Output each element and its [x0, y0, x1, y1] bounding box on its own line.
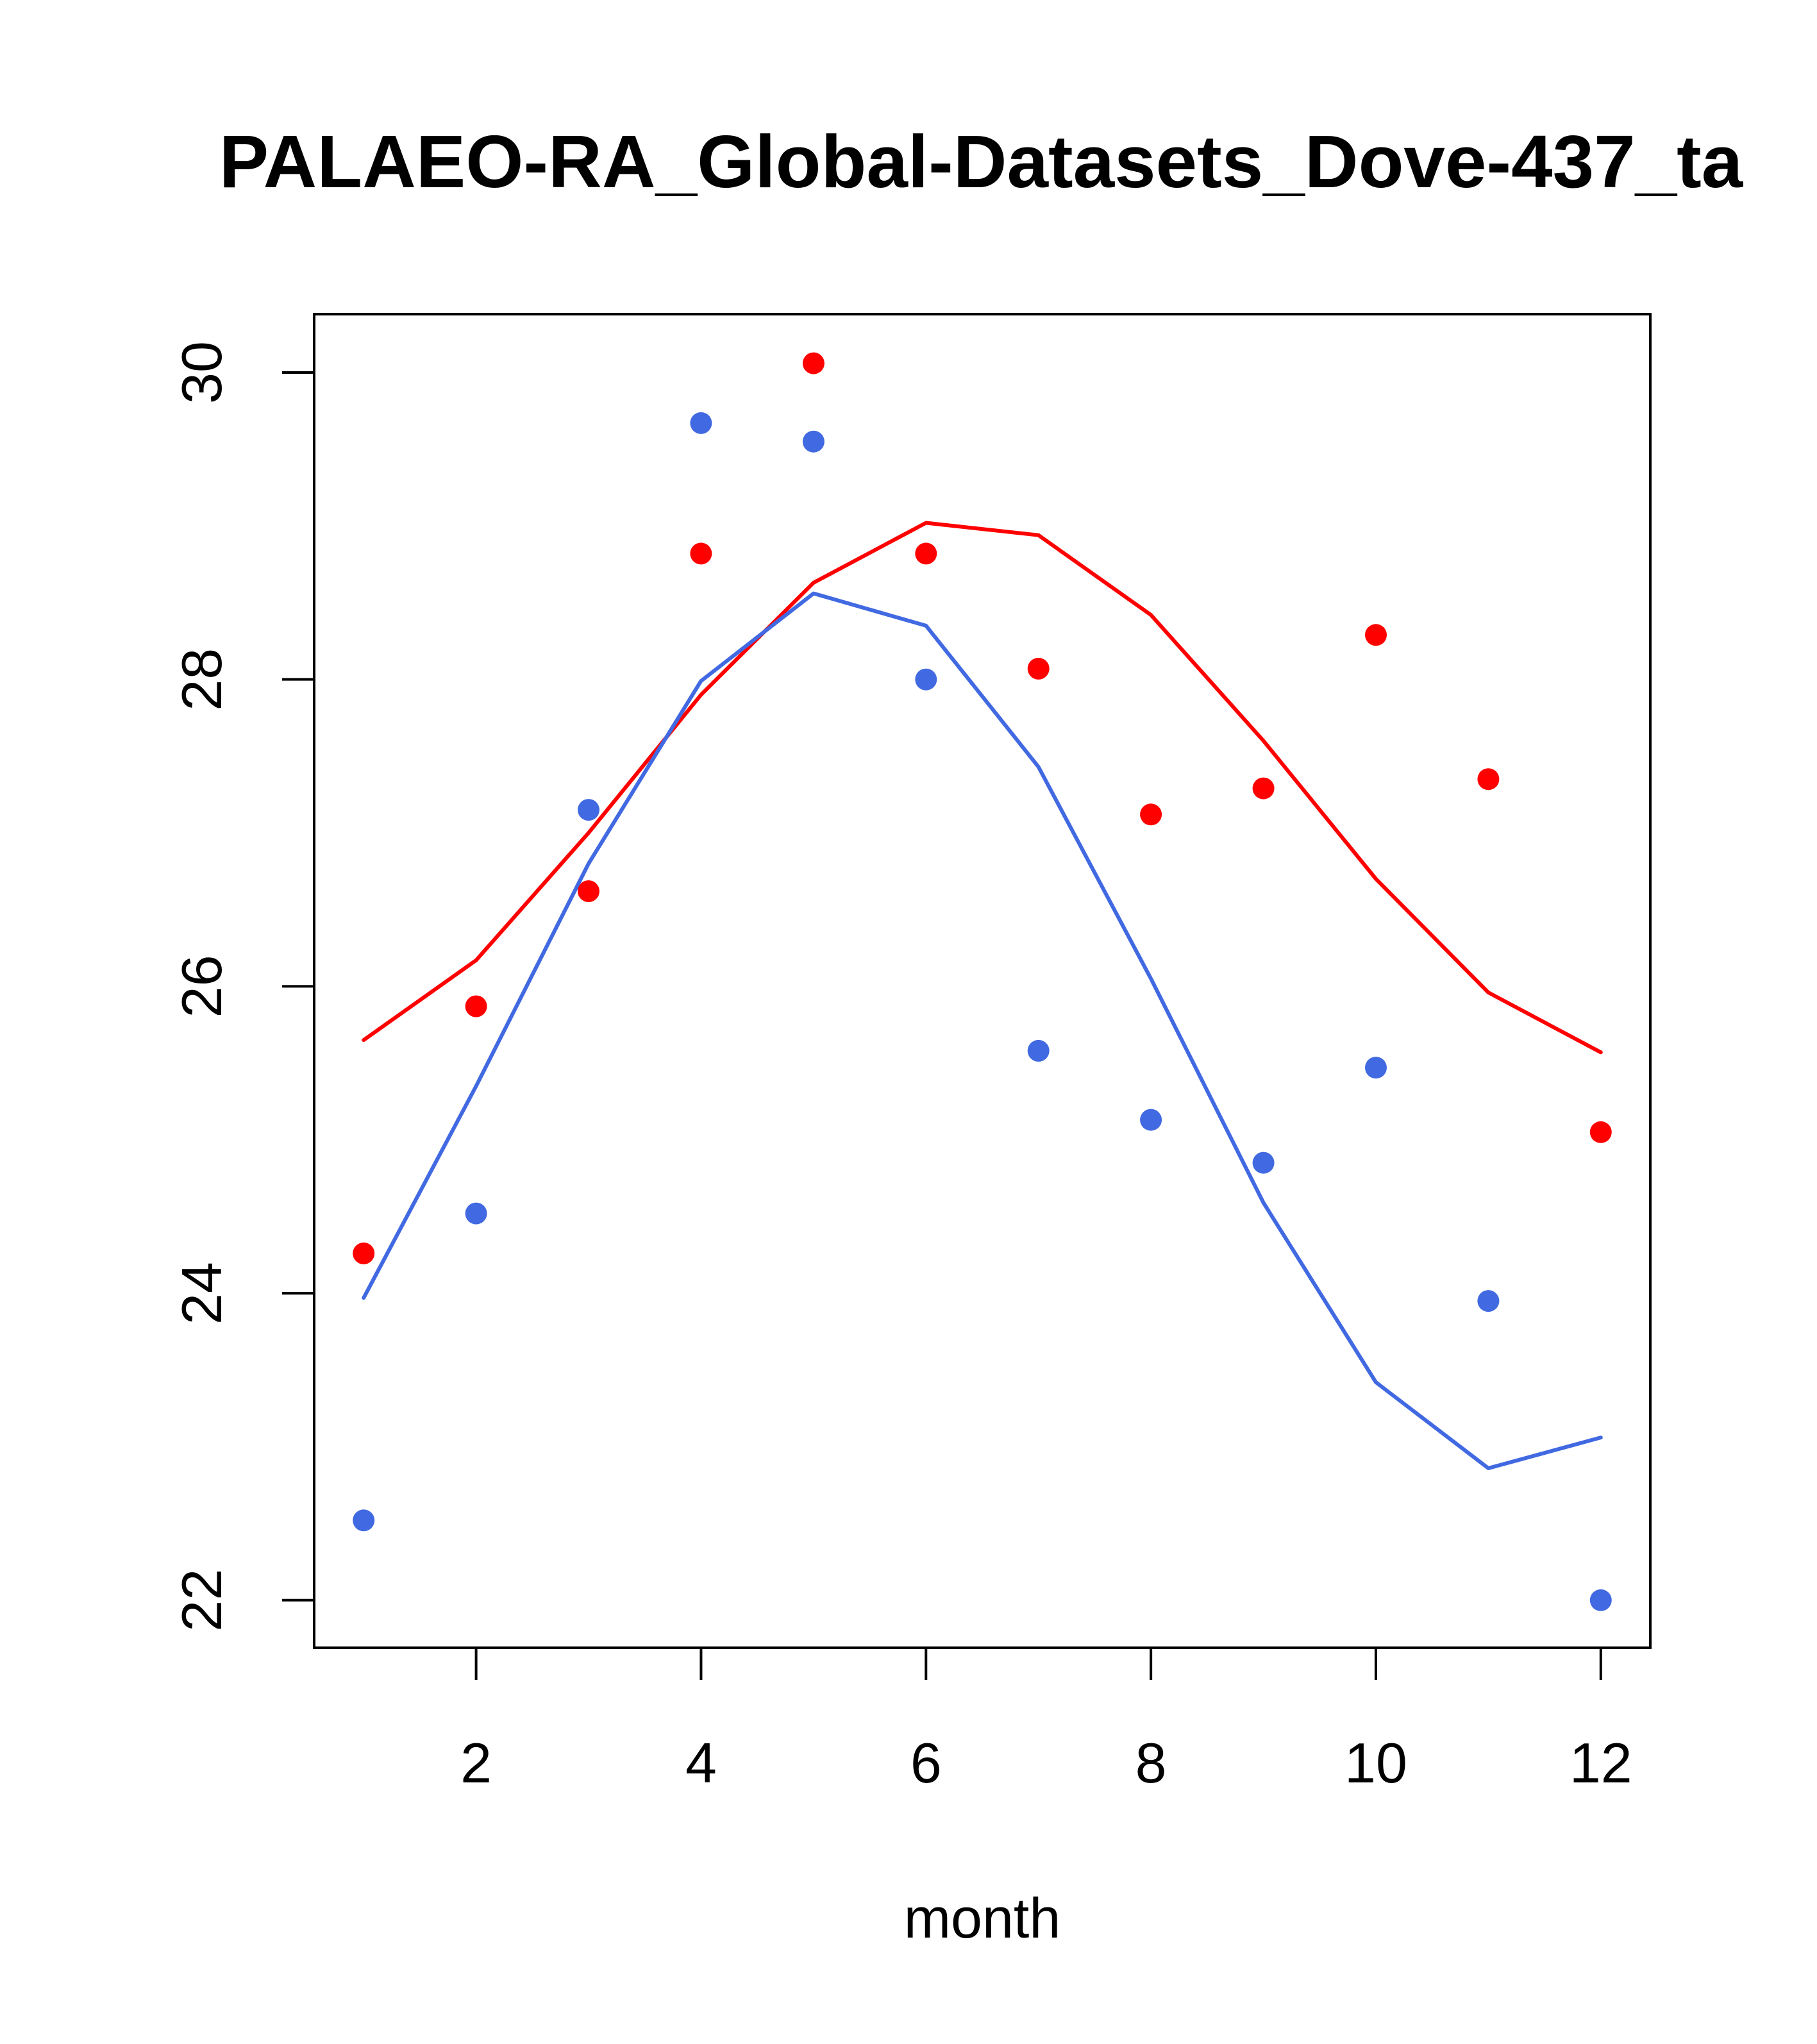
- blue-points-point-11: [1477, 1290, 1500, 1312]
- red-points-point-1: [353, 1242, 375, 1264]
- blue-points-point-6: [915, 668, 937, 691]
- y-tick-label-30: 30: [170, 341, 233, 404]
- y-tick-label-26: 26: [170, 955, 233, 1018]
- red-points-point-10: [1365, 624, 1387, 646]
- blue-points-point-4: [690, 412, 712, 434]
- x-tick-label-10: 10: [1344, 1731, 1407, 1795]
- blue-points-point-10: [1365, 1057, 1387, 1079]
- red-points-point-9: [1252, 777, 1275, 800]
- red-points-point-12: [1589, 1121, 1612, 1143]
- x-tick-label-2: 2: [460, 1731, 492, 1795]
- blue-line: [362, 591, 1603, 1470]
- red-points-point-11: [1477, 768, 1500, 791]
- red-points-point-3: [578, 880, 599, 902]
- x-tick-label-6: 6: [910, 1731, 942, 1795]
- y-tick-label-28: 28: [170, 648, 233, 711]
- red-points-point-6: [915, 542, 937, 565]
- chart-title: PALAEO-RA_Global-Datasets_Dove-437_ta: [219, 120, 1744, 203]
- red-points-point-8: [1140, 803, 1162, 826]
- blue-points-point-8: [1140, 1109, 1162, 1131]
- x-axis-label: month: [904, 1886, 1061, 1950]
- x-tick-label-12: 12: [1570, 1731, 1632, 1795]
- red-line: [362, 521, 1603, 1055]
- red-points-point-7: [1027, 657, 1050, 680]
- blue-points-point-3: [578, 799, 599, 821]
- x-tick-label-4: 4: [685, 1731, 717, 1795]
- x-axis: 2 4 6 8 10 12: [460, 1646, 1632, 1795]
- blue-points-point-5: [802, 430, 825, 453]
- red-points-point-4: [690, 542, 712, 565]
- blue-points-point-9: [1252, 1152, 1275, 1174]
- blue-points-point-1: [353, 1509, 375, 1532]
- red-points-point-2: [465, 995, 487, 1018]
- plot-frame: [313, 313, 1652, 1649]
- red-points-point-5: [802, 352, 825, 374]
- x-tick-label-8: 8: [1135, 1731, 1167, 1795]
- y-axis: 22 24 26 28 30: [170, 341, 315, 1632]
- y-tick-label-24: 24: [170, 1262, 233, 1325]
- plot-area: [353, 352, 1612, 1611]
- blue-points-point-12: [1589, 1589, 1612, 1611]
- blue-points-point-2: [465, 1202, 487, 1225]
- blue-points-point-7: [1027, 1039, 1050, 1062]
- y-tick-label-22: 22: [170, 1569, 233, 1632]
